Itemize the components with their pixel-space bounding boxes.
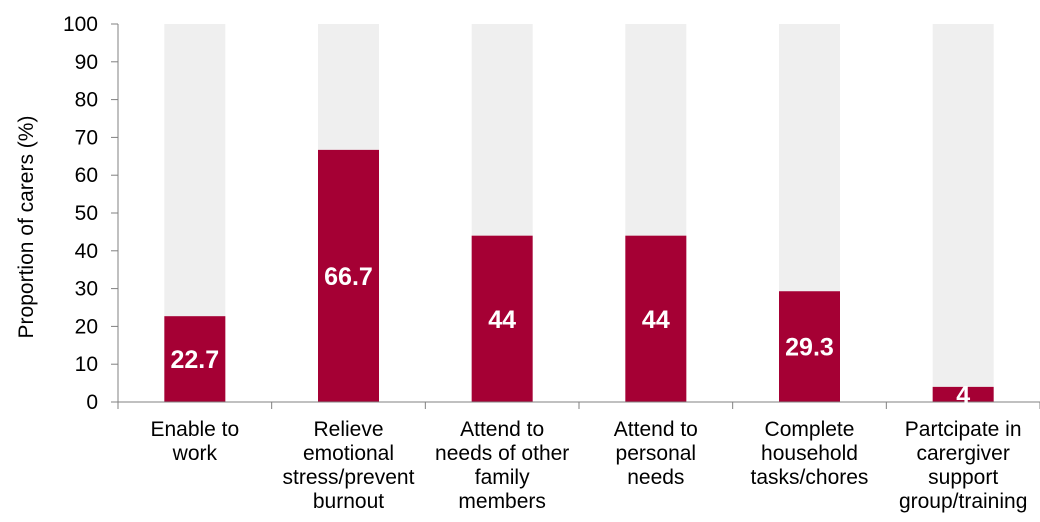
bar xyxy=(164,316,226,402)
y-tick-label: 60 xyxy=(75,164,98,187)
data-label: 66.7 xyxy=(324,263,373,291)
category-label: Complete household tasks/chores xyxy=(751,418,869,489)
x-axis xyxy=(117,401,1040,409)
data-label: 44 xyxy=(642,306,670,334)
y-tick-label: 40 xyxy=(75,240,98,263)
bar xyxy=(318,149,379,402)
category-label: Attend to personal needs xyxy=(614,418,698,489)
bar xyxy=(471,235,533,402)
y-tick-label: 30 xyxy=(75,278,98,301)
y-tick-label: 80 xyxy=(75,89,98,112)
y-axis-title: Proportion of carers (%) xyxy=(15,116,38,339)
y-tick-label: 20 xyxy=(75,315,98,338)
category-label: Attend to needs of other family members xyxy=(435,418,569,513)
bar xyxy=(932,386,994,402)
y-tick-label: 0 xyxy=(86,391,98,414)
background-bars xyxy=(164,24,994,402)
y-tick-label: 90 xyxy=(75,51,98,74)
data-label: 29.3 xyxy=(785,334,834,362)
data-label: 22.7 xyxy=(170,346,219,374)
data-bars xyxy=(164,149,994,402)
category-label: Relieve emotional stress/prevent burnout xyxy=(283,418,415,513)
y-tick-label: 70 xyxy=(75,126,98,149)
y-axis: 0 10 20 30 40 50 60 70 80 90 100 xyxy=(63,13,119,414)
background-bar xyxy=(932,24,994,402)
bar xyxy=(779,291,840,402)
y-tick-label: 50 xyxy=(75,202,98,225)
data-labels: 22.7 66.7 44 44 29.3 4 xyxy=(170,263,970,410)
data-label: 4 xyxy=(956,381,970,409)
category-labels: Enable to work Relieve emotional stress/prev… xyxy=(150,418,1027,513)
y-tick-label: 100 xyxy=(63,13,98,36)
category-label: Partcipate in carergiver support group/trai… xyxy=(899,418,1027,513)
data-label: 44 xyxy=(488,306,516,334)
bar xyxy=(625,235,687,402)
category-label: Enable to work xyxy=(150,418,239,465)
y-tick-label: 10 xyxy=(75,353,98,376)
